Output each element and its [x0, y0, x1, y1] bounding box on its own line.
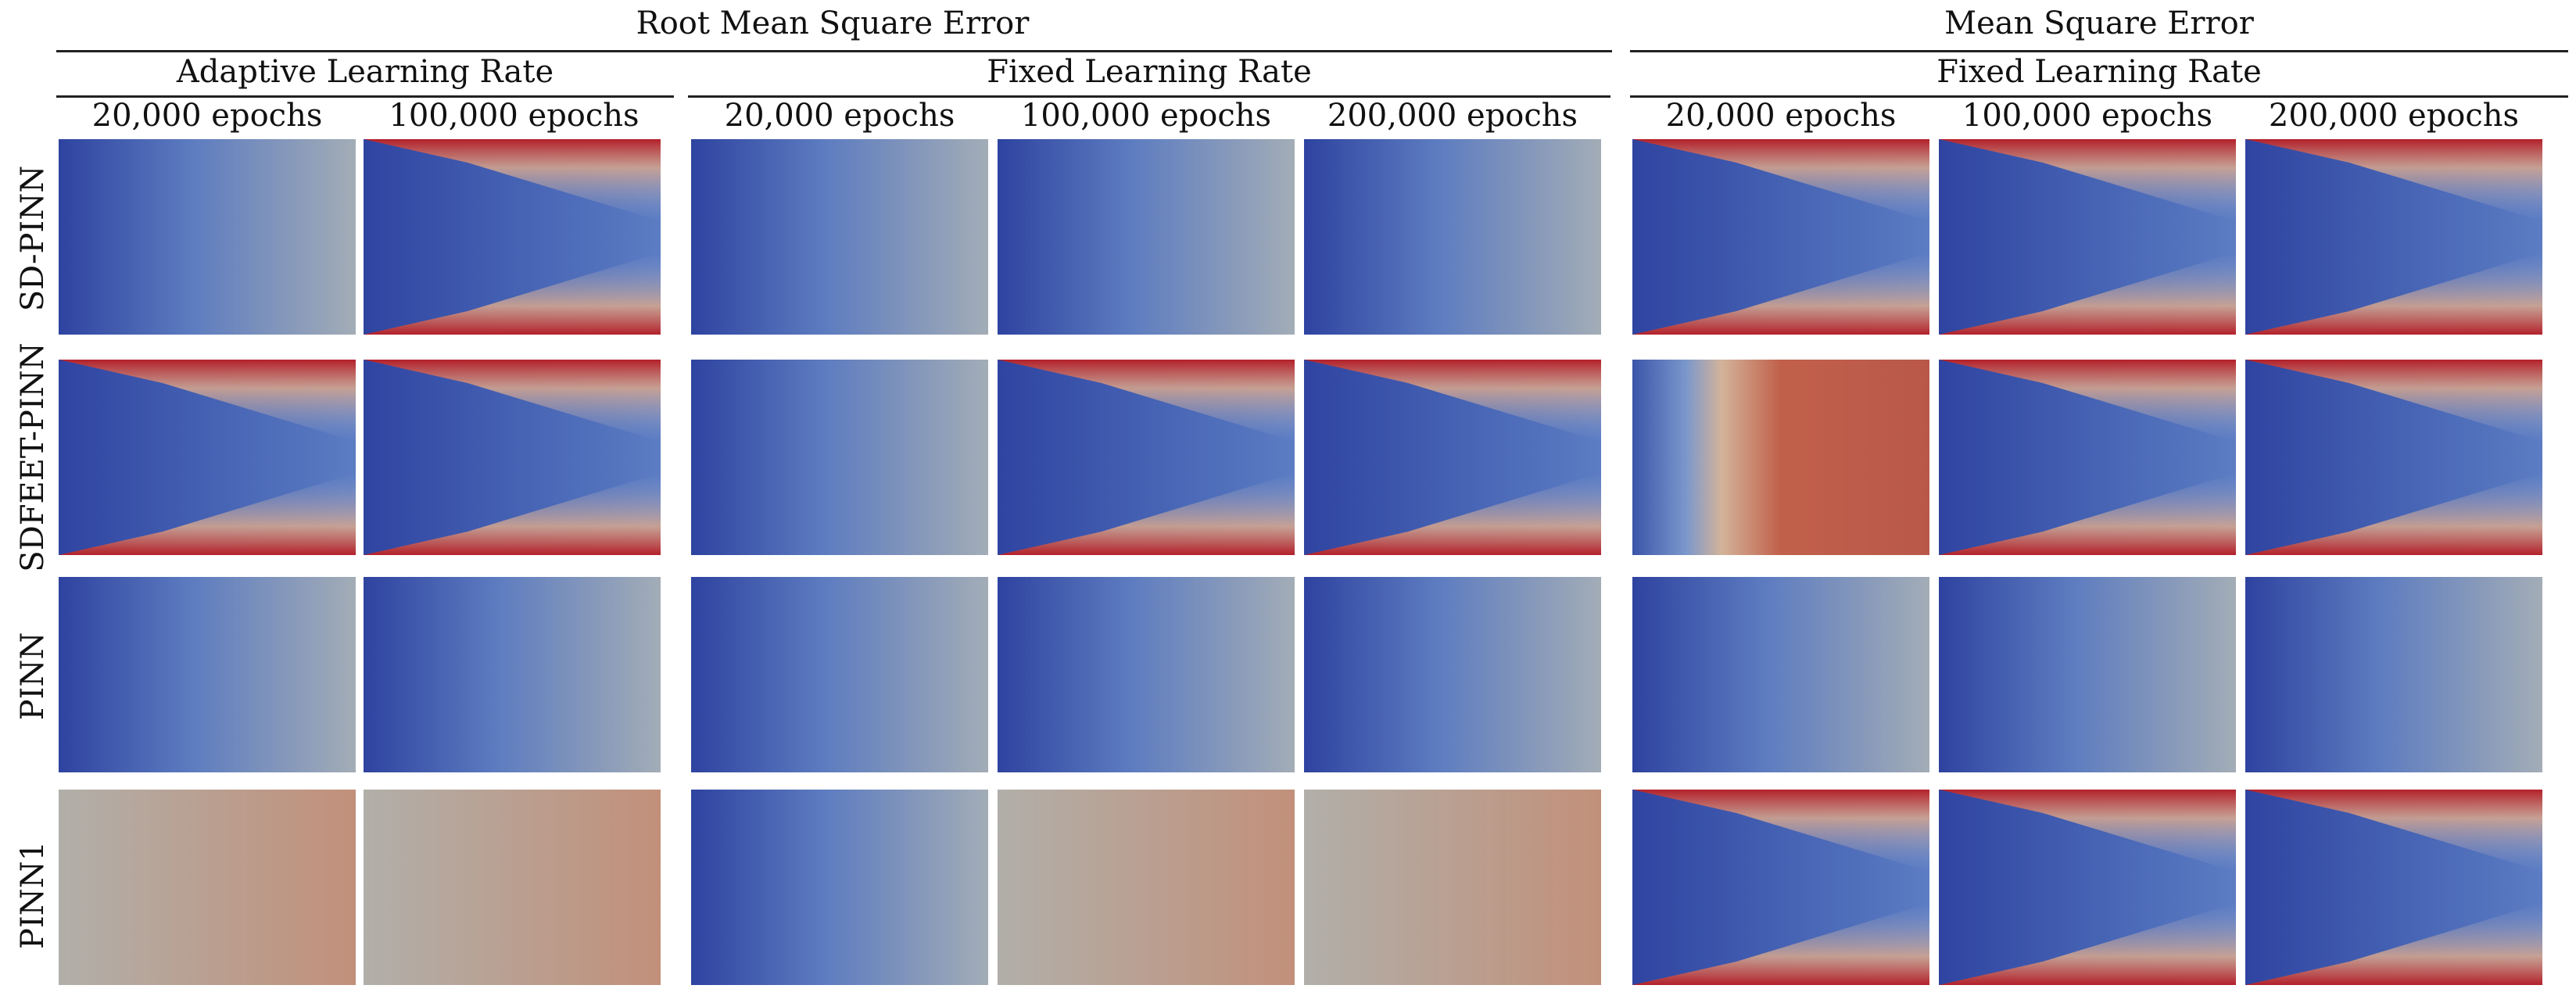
heatmap-tile [998, 790, 1295, 985]
heatmap-tile [364, 790, 661, 985]
heatmap-tile [59, 577, 356, 772]
heatmap-tile [1939, 577, 2236, 772]
row-label-sdfeet-pinn: SDFEET-PINN [15, 342, 51, 572]
heatmap-tile [2245, 139, 2542, 335]
rule-adaptive-lr [56, 95, 674, 98]
heatmap-tile [1939, 790, 2236, 985]
header-rmse: Root Mean Square Error [636, 5, 1030, 41]
heatmap-tile [998, 360, 1295, 555]
heatmap-tile [691, 790, 988, 985]
heatmap-tile [59, 139, 356, 335]
header-fixed-lr-mse: Fixed Learning Rate [1936, 54, 2262, 90]
heatmap-tile [2245, 790, 2542, 985]
epoch-label: 20,000 epochs [724, 98, 955, 134]
epoch-label: 200,000 epochs [1327, 98, 1578, 134]
epoch-label: 100,000 epochs [389, 98, 640, 134]
heatmap-tile [1939, 139, 2236, 335]
epoch-label: 100,000 epochs [1020, 98, 1272, 134]
heatmap-tile [691, 139, 988, 335]
heatmap-tile [364, 360, 661, 555]
heatmap-tile [1304, 139, 1601, 335]
heatmap-tile [1304, 577, 1601, 772]
header-adaptive-lr: Adaptive Learning Rate [176, 54, 554, 90]
heatmap-tile [1304, 360, 1601, 555]
heatmap-tile [59, 360, 356, 555]
row-label-pinn1: PINN1 [15, 840, 51, 950]
epoch-label: 100,000 epochs [1962, 98, 2213, 134]
row-label-pinn: PINN [15, 632, 51, 721]
rule-mse [1630, 50, 2568, 52]
rule-fixed-lr-rmse [688, 95, 1610, 98]
heatmap-tile [2245, 577, 2542, 772]
header-mse: Mean Square Error [1944, 5, 2254, 41]
heatmap-tile [1939, 360, 2236, 555]
header-fixed-lr-rmse: Fixed Learning Rate [987, 54, 1312, 90]
heatmap-tile [2245, 360, 2542, 555]
rule-fixed-lr-mse [1630, 95, 2568, 98]
epoch-label: 20,000 epochs [91, 98, 323, 134]
heatmap-tile [691, 577, 988, 772]
heatmap-tile [1304, 790, 1601, 985]
heatmap-tile [998, 139, 1295, 335]
epoch-label: 200,000 epochs [2268, 98, 2520, 134]
rule-rmse [56, 50, 1612, 52]
epoch-label: 20,000 epochs [1665, 98, 1897, 134]
row-label-sd-pinn: SD-PINN [15, 165, 51, 312]
heatmap-tile [998, 577, 1295, 772]
heatmap-tile [1632, 360, 1929, 555]
heatmap-tile [59, 790, 356, 985]
heatmap-tile [1632, 139, 1929, 335]
heatmap-tile [364, 139, 661, 335]
heatmap-tile [1632, 577, 1929, 772]
heatmap-tile [364, 577, 661, 772]
heatmap-tile [691, 360, 988, 555]
heatmap-tile [1632, 790, 1929, 985]
